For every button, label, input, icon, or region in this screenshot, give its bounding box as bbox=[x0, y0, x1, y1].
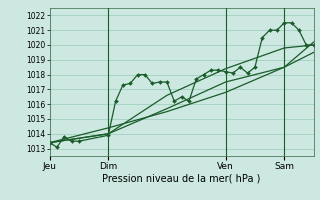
X-axis label: Pression niveau de la mer( hPa ): Pression niveau de la mer( hPa ) bbox=[102, 173, 261, 183]
